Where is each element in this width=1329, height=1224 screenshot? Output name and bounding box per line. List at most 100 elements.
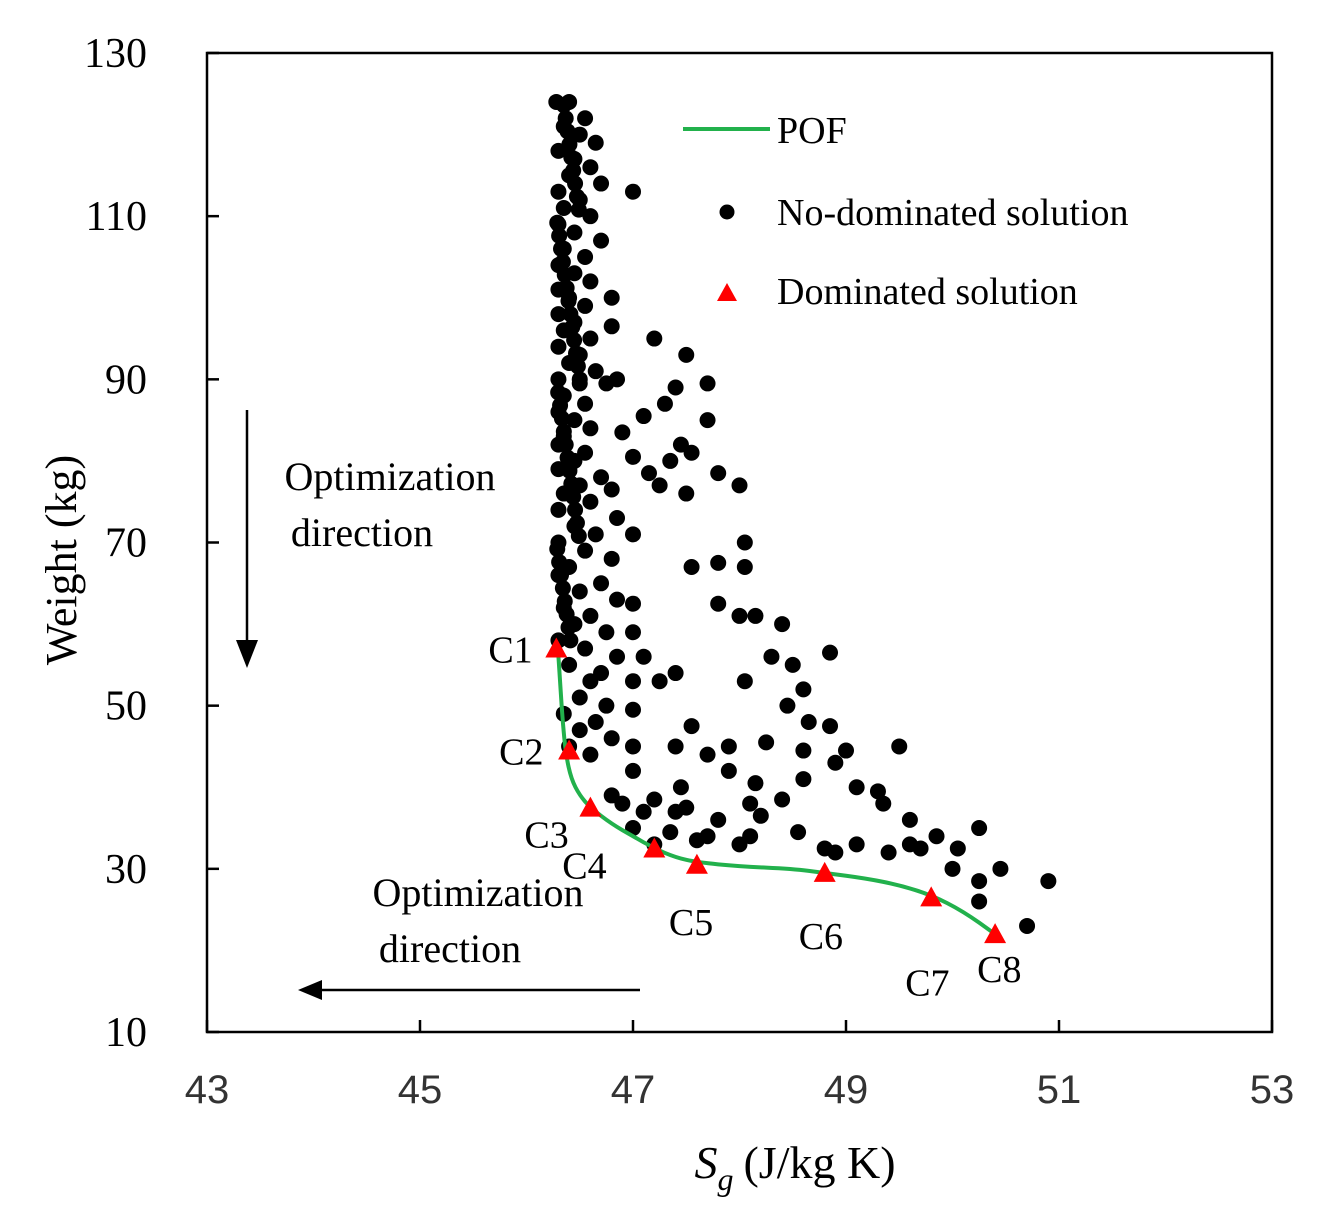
nondominated-point (556, 593, 573, 610)
y-tick-label: 130 (84, 31, 147, 77)
nondominated-point (971, 893, 988, 910)
nondominated-point (736, 558, 753, 575)
nondominated-point (699, 375, 716, 392)
nondominated-point (582, 420, 599, 437)
nondominated-point (656, 395, 673, 412)
nondominated-point (549, 541, 566, 558)
nondominated-point (971, 873, 988, 890)
nondominated-point (683, 558, 700, 575)
dominated-point (643, 837, 666, 858)
dominated-point-label: C8 (977, 949, 1021, 991)
y-tick-label: 10 (105, 1010, 147, 1056)
nondominated-point (992, 860, 1009, 877)
nondominated-point (587, 713, 604, 730)
nondominated-point (683, 444, 700, 461)
nondominated-point (736, 673, 753, 690)
nondominated-point (550, 371, 567, 388)
nondominated-point (571, 689, 588, 706)
nondominated-point (625, 183, 641, 200)
nondominated-point (553, 567, 570, 584)
nondominated-point (553, 410, 570, 427)
nondominated-point (558, 606, 575, 623)
nondominated-point (731, 836, 748, 853)
y-tick-label: 70 (105, 521, 147, 567)
nondominated-point (625, 595, 641, 612)
x-tick-label: 49 (824, 1068, 869, 1112)
nondominated-point (567, 501, 584, 518)
nondominated-point (779, 697, 796, 714)
nondominated-point (582, 746, 599, 763)
nondominated-point (552, 397, 569, 414)
nondominated-point (554, 580, 571, 597)
nondominated-point (567, 175, 584, 192)
nondominated-point (587, 526, 604, 543)
nondominated-point (928, 828, 945, 845)
nondominated-point (625, 762, 641, 779)
x-tick-label: 43 (185, 1068, 230, 1112)
dominated-point (984, 923, 1007, 944)
nondominated-point (551, 554, 568, 571)
nondominated-point (568, 345, 585, 362)
nondominated-point (582, 330, 599, 347)
nondominated-point (646, 791, 663, 808)
nondominated-point (678, 346, 695, 363)
legend-pof-label: POF (777, 110, 847, 152)
nondominated-point (758, 734, 775, 751)
x-tick-label: 45 (398, 1068, 443, 1112)
nondominated-point (550, 384, 567, 401)
nondominated-point (555, 97, 572, 114)
nondominated-point (875, 795, 892, 812)
nondominated-point (593, 232, 610, 249)
nondominated-point (582, 273, 599, 290)
nondominated-point (551, 227, 568, 244)
nondominated-point (559, 123, 576, 140)
dominated-point (545, 637, 568, 658)
nondominated-point (598, 624, 615, 641)
nondominated-point (688, 832, 705, 849)
nondominated-point (558, 279, 575, 296)
nondominated-point (555, 200, 572, 217)
nondominated-point (651, 673, 668, 690)
nondominated-point (550, 306, 567, 323)
nondominated-point (625, 526, 641, 543)
nondominated-point (593, 469, 610, 486)
nondominated-point (625, 624, 641, 641)
nondominated-point (582, 159, 599, 176)
nondominated-point (971, 820, 988, 837)
nondominated-point (577, 110, 594, 127)
nondominated-point (609, 510, 626, 527)
nondominated-point (1040, 873, 1057, 890)
nondominated-point (566, 412, 583, 429)
nondominated-point (587, 363, 604, 380)
nondominated-point (556, 266, 573, 283)
nondominated-point (571, 583, 588, 600)
dominated-point-label: C4 (562, 845, 606, 887)
nondominated-point (667, 803, 684, 820)
nondominated-point (880, 844, 897, 861)
nondominated-point (593, 175, 610, 192)
nondominated-point (555, 423, 572, 440)
nondominated-point (557, 110, 574, 127)
nondominated-point (795, 771, 812, 788)
nondominated-point (577, 248, 594, 265)
nondominated-point (763, 648, 780, 665)
nondominated-point (822, 718, 839, 735)
nondominated-point (561, 462, 578, 479)
nondominated-point (710, 595, 727, 612)
nondominated-point (699, 746, 716, 763)
nondominated-point (869, 783, 886, 800)
nondominated-point (562, 306, 579, 323)
legend: POF No-dominated solution Dominated solu… (683, 110, 1128, 313)
nondominated-point (568, 514, 585, 531)
nondominated-point (571, 722, 588, 739)
nondominated-point (795, 742, 812, 759)
nondominated-point (562, 632, 579, 649)
nondominated-point (731, 477, 748, 494)
nondominated-point (577, 640, 594, 657)
nondominated-point (1019, 917, 1036, 934)
nondominated-point (625, 738, 641, 755)
nondominated-point (800, 713, 817, 730)
dominated-point-label: C7 (905, 962, 949, 1004)
